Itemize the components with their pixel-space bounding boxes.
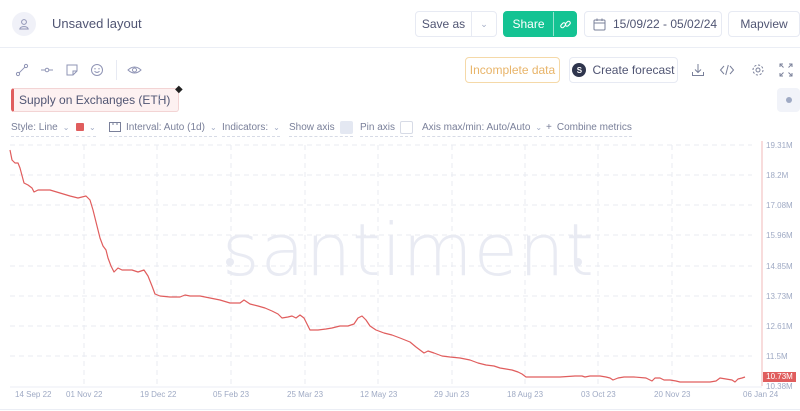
watermark-dot xyxy=(574,258,582,266)
dot-icon xyxy=(785,97,792,103)
line-draw-tool[interactable] xyxy=(14,62,30,78)
show-axis-label: Show axis xyxy=(289,121,335,133)
x-tick: 01 Nov 22 xyxy=(66,390,103,399)
date-range-text: 15/09/22 - 05/02/24 xyxy=(613,17,718,31)
chevron-down-icon: ⌄ xyxy=(535,122,543,132)
chevron-down-icon: ⌄ xyxy=(273,122,280,132)
emoji-icon xyxy=(91,64,103,76)
santiment-watermark: santiment xyxy=(222,208,595,292)
combine-metrics-label: Combine metrics xyxy=(556,121,632,133)
note-tool[interactable] xyxy=(64,62,80,78)
eye-icon xyxy=(126,66,142,74)
fullscreen-icon xyxy=(779,63,793,77)
note-icon xyxy=(66,64,78,76)
show-axis-checkbox[interactable] xyxy=(339,120,353,134)
download-icon xyxy=(692,64,704,76)
emoji-tool[interactable] xyxy=(89,62,105,78)
date-range-picker[interactable]: 15/09/22 - 05/02/24 xyxy=(584,11,722,37)
copy-link-button[interactable] xyxy=(554,18,576,31)
share-button-group: Share xyxy=(503,11,577,37)
interval-dropdown[interactable]: Interval: Auto (1d) ⌄ xyxy=(109,119,217,137)
chart-settings-row: Style: Line ⌄ ⌄ Interval: Auto (1d) ⌄ Indi… xyxy=(0,119,800,137)
metric-chip-supply-on-exchanges[interactable]: Supply on Exchanges (ETH) ⋮ xyxy=(11,88,179,112)
create-forecast-label: Create forecast xyxy=(592,63,675,77)
more-options-icon[interactable]: ⋮ xyxy=(153,92,166,107)
axis-maxmin-label: Axis max/min: Auto/Auto xyxy=(422,121,531,133)
indicators-label: Indicators: xyxy=(222,121,269,133)
top-bar: Unsaved layout Save as ⌄ Share 15/09/22 … xyxy=(0,0,800,48)
y-tick: 14.85M xyxy=(766,262,793,271)
user-icon xyxy=(19,19,29,30)
y-tick: 13.73M xyxy=(766,292,793,301)
x-tick: 06 Jan 24 xyxy=(743,390,779,399)
save-as-dropdown-chevron-icon[interactable]: ⌄ xyxy=(480,18,488,29)
x-tick: 20 Nov 23 xyxy=(654,390,691,399)
download-button[interactable] xyxy=(690,62,706,78)
x-tick: 29 Jun 23 xyxy=(434,390,470,399)
x-tick: 18 Aug 23 xyxy=(507,390,544,399)
calendar-icon xyxy=(593,18,606,30)
pin-axis-checkbox[interactable] xyxy=(400,120,414,134)
supply-on-exchanges-line xyxy=(9,149,746,383)
x-tick: 14 Sep 22 xyxy=(15,390,52,399)
santiment-logo-icon: S xyxy=(572,63,587,77)
pin-axis-toggle[interactable]: Pin axis xyxy=(360,119,414,137)
horizontal-ray-icon xyxy=(41,67,53,73)
chevron-down-icon: ⌄ xyxy=(89,122,96,132)
avatar[interactable] xyxy=(12,12,36,36)
incomplete-data-button[interactable]: Incomplete data xyxy=(465,57,560,83)
show-axis-toggle[interactable]: Show axis xyxy=(289,119,353,137)
indicators-dropdown[interactable]: Indicators: ⌄ xyxy=(222,119,280,137)
gear-icon xyxy=(752,64,764,76)
x-tick: 12 May 23 xyxy=(360,390,398,399)
color-picker[interactable]: ⌄ xyxy=(76,119,96,137)
watermark-dot xyxy=(226,258,234,266)
save-as-button-group: Save as ⌄ xyxy=(415,11,497,37)
create-forecast-button[interactable]: S Create forecast xyxy=(569,57,678,83)
drag-handle-icon[interactable]: ◆ xyxy=(175,84,183,95)
grid-lines xyxy=(10,144,752,386)
line-draw-icon xyxy=(15,63,29,77)
x-tick: 05 Feb 23 xyxy=(213,390,250,399)
bottom-divider xyxy=(0,409,800,410)
y-tick: 17.08M xyxy=(766,201,793,210)
save-as-button[interactable]: Save as xyxy=(416,12,472,36)
code-icon xyxy=(719,64,735,76)
x-tick: 19 Dec 22 xyxy=(140,390,177,399)
horizontal-ray-tool[interactable] xyxy=(39,62,55,78)
axis-maxmin-dropdown[interactable]: Axis max/min: Auto/Auto ⌄ xyxy=(422,119,543,137)
y-tick: 11.5M xyxy=(766,352,788,361)
y-tick: 12.61M xyxy=(766,322,793,331)
settings-button[interactable] xyxy=(750,62,766,78)
interval-label: Interval: Auto (1d) xyxy=(126,121,205,133)
y-tick: 18.2M xyxy=(766,171,789,180)
last-value-badge: 10.73M xyxy=(763,372,796,382)
y-tick: 10.38M xyxy=(766,382,793,391)
layout-title[interactable]: Unsaved layout xyxy=(52,16,142,31)
share-button[interactable]: Share xyxy=(504,12,554,36)
metric-label: Supply on Exchanges (ETH) xyxy=(19,93,171,107)
combine-metrics-button[interactable]: + Combine metrics xyxy=(546,119,632,137)
plus-icon: + xyxy=(546,121,552,133)
x-tick: 25 Mar 23 xyxy=(287,390,324,399)
color-swatch xyxy=(76,123,84,131)
interval-icon xyxy=(109,122,121,132)
pin-axis-label: Pin axis xyxy=(360,121,396,133)
y-tick: 19.31M xyxy=(766,141,793,150)
y-tick: 15.96M xyxy=(766,231,793,240)
embed-button[interactable] xyxy=(719,62,735,78)
link-icon xyxy=(559,20,571,28)
x-tick: 03 Oct 23 xyxy=(581,390,616,399)
toolbar-divider xyxy=(116,60,117,80)
fullscreen-button[interactable] xyxy=(778,62,794,78)
chevron-down-icon: ⌄ xyxy=(62,122,70,132)
style-dropdown[interactable]: Style: Line ⌄ xyxy=(11,119,70,137)
mapview-button[interactable]: Mapview xyxy=(728,11,800,37)
style-label: Style: Line xyxy=(11,121,58,133)
sidepanel-toggle-button[interactable] xyxy=(777,88,800,112)
chevron-down-icon: ⌄ xyxy=(209,122,217,132)
visibility-toggle[interactable] xyxy=(126,62,142,78)
